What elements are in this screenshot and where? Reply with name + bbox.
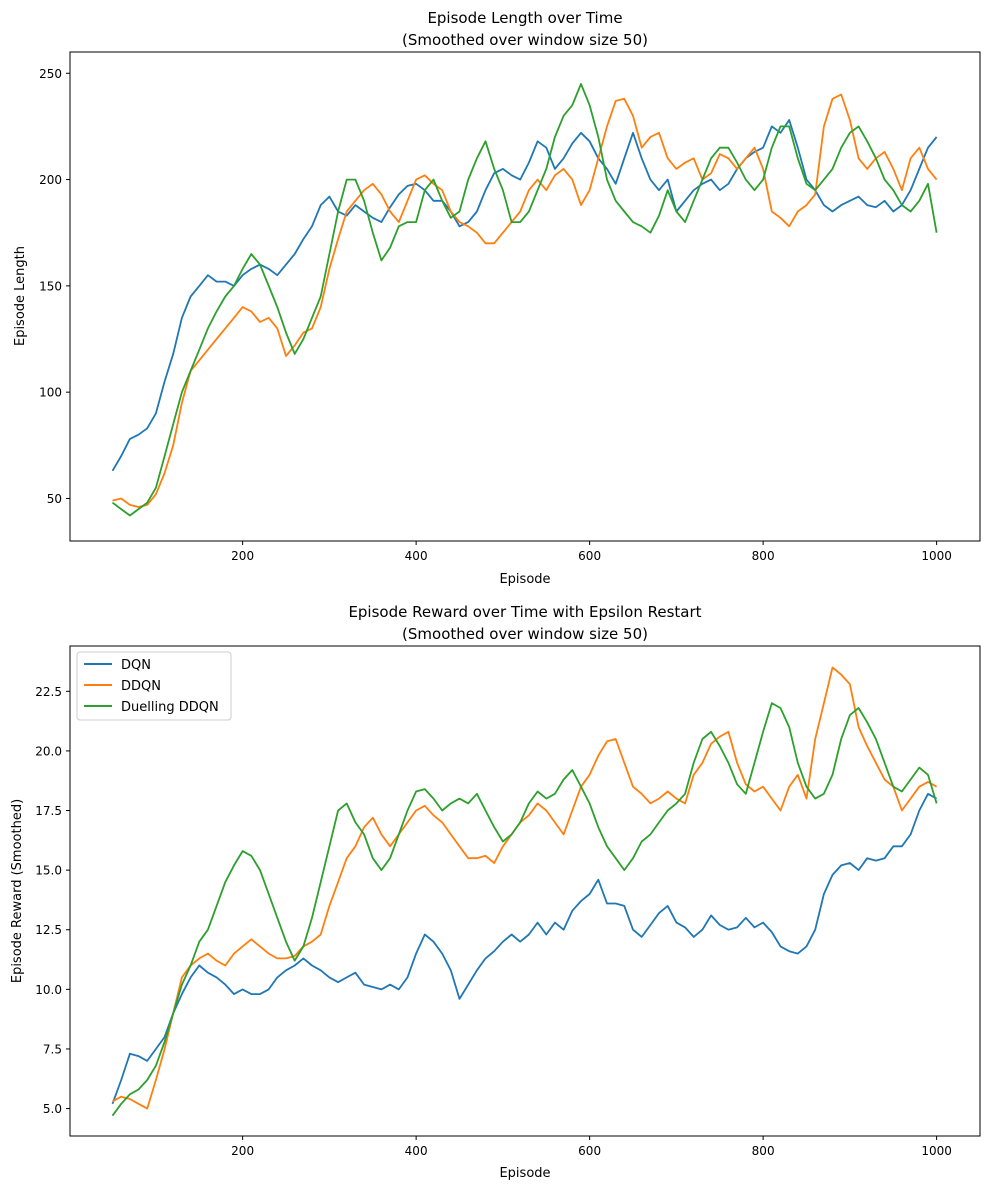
x-tick-label: 400 — [405, 549, 428, 563]
legend-label-ddqn: DDQN — [121, 679, 161, 694]
chart-title-line1: Episode Length over Time — [427, 9, 622, 27]
y-ticks: 50 100 150 200 250 — [39, 67, 70, 506]
series-line-duelling-ddqn — [111, 83, 938, 517]
series-line-ddqn — [112, 93, 938, 508]
x-tick-label: 200 — [231, 1144, 254, 1158]
y-tick-label: 12.5 — [35, 923, 62, 937]
x-axis-label: Episode — [499, 1166, 550, 1181]
x-tick-label: 200 — [231, 549, 254, 563]
plot-frame — [69, 645, 981, 1137]
y-tick-label: 20.0 — [35, 744, 62, 758]
y-tick-label: 7.5 — [43, 1042, 62, 1056]
series-lines — [111, 83, 938, 517]
y-tick-label: 22.5 — [35, 685, 62, 699]
series-lines — [111, 666, 938, 1117]
x-ticks: 200 400 600 800 1000 — [231, 541, 952, 563]
chart-title-line2: (Smoothed over window size 50) — [402, 31, 648, 49]
y-tick-label: 5.0 — [43, 1102, 62, 1116]
x-ticks: 200 400 600 800 1000 — [231, 1136, 952, 1158]
plot-area — [70, 52, 980, 541]
y-tick-label: 200 — [39, 173, 62, 187]
y-axis-label: Episode Length — [13, 246, 28, 346]
y-tick-label: 250 — [39, 67, 62, 81]
x-axis-label: Episode — [499, 572, 550, 587]
y-tick-label: 50 — [47, 492, 62, 506]
x-tick-label: 400 — [405, 1144, 428, 1158]
y-tick-label: 100 — [39, 386, 62, 400]
chart-title-line2: (Smoothed over window size 50) — [402, 625, 648, 643]
series-line-ddqn — [112, 666, 938, 1110]
x-tick-label: 1000 — [921, 1144, 952, 1158]
y-tick-label: 17.5 — [35, 804, 62, 818]
y-ticks: 5.0 7.5 10.0 12.5 15.0 17.5 20.0 22.5 — [35, 685, 70, 1116]
x-tick-label: 600 — [578, 549, 601, 563]
x-tick-label: 800 — [752, 1144, 775, 1158]
chart-title-line1: Episode Reward over Time with Epsilon Re… — [348, 603, 701, 621]
y-axis-label: Episode Reward (Smoothed) — [10, 799, 25, 983]
legend-box — [76, 651, 232, 721]
series-line-dqn — [111, 792, 938, 1105]
chart-episode-length: Episode Length over Time (Smoothed over … — [13, 9, 981, 587]
legend-label-duelling-ddqn: Duelling DDQN — [121, 700, 219, 715]
series-line-dqn — [111, 119, 938, 472]
x-tick-label: 600 — [578, 1144, 601, 1158]
y-tick-label: 10.0 — [35, 983, 62, 997]
x-tick-label: 1000 — [921, 549, 952, 563]
y-tick-label: 150 — [39, 279, 62, 293]
legend-label-dqn: DQN — [121, 658, 151, 673]
plot-frame — [69, 51, 981, 542]
y-tick-label: 15.0 — [35, 864, 62, 878]
chart-episode-reward: Episode Reward over Time with Epsilon Re… — [10, 603, 981, 1181]
x-tick-label: 800 — [752, 549, 775, 563]
series-line-duelling-ddqn — [111, 702, 938, 1117]
legend: DQN DDQN Duelling DDQN — [76, 651, 232, 721]
